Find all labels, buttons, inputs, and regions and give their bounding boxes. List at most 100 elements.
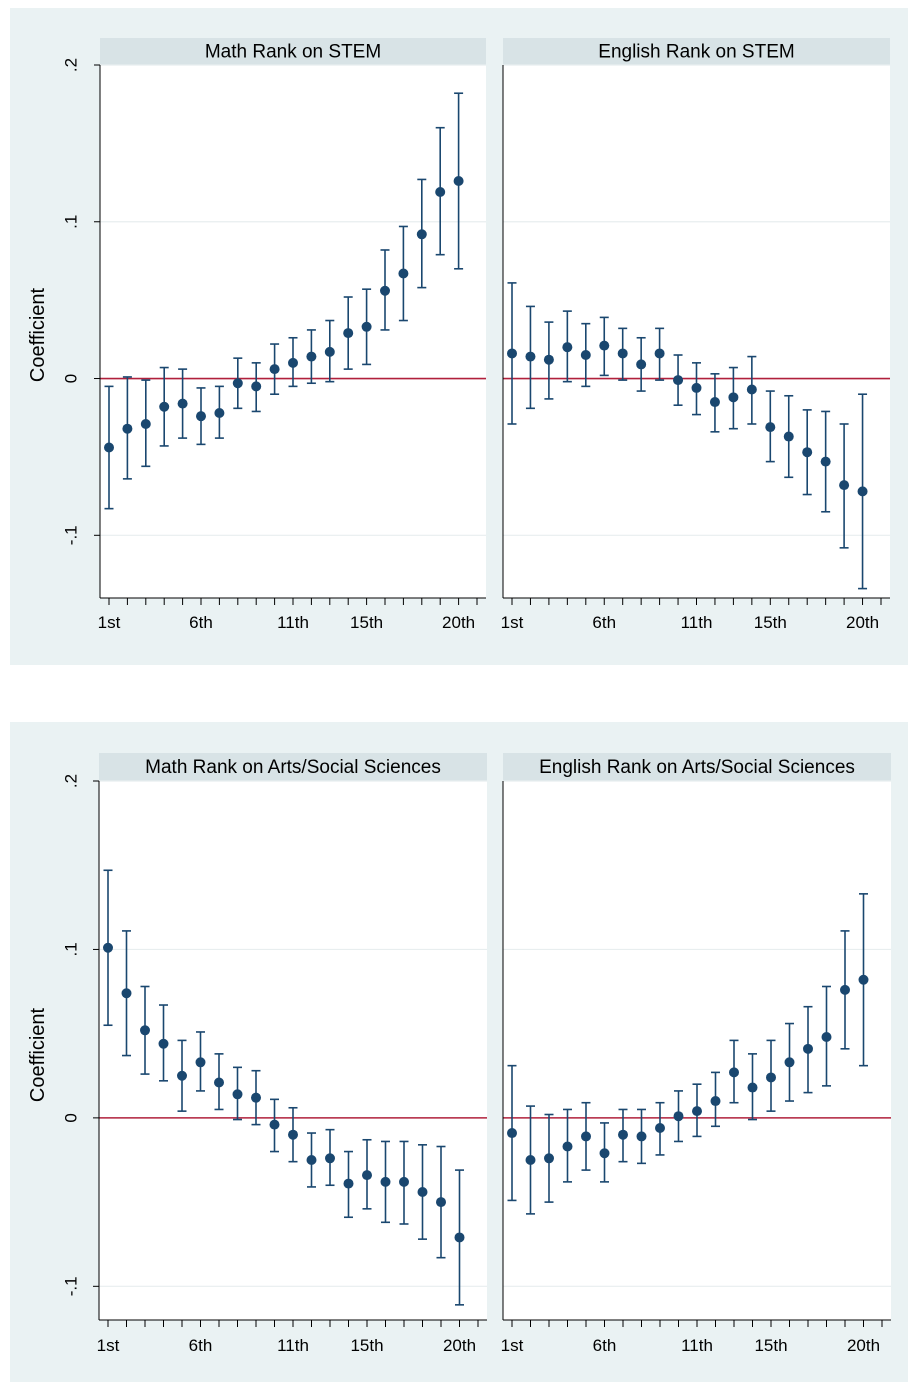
data-point: [380, 285, 390, 296]
data-point: [673, 375, 684, 386]
data-point: [214, 1077, 224, 1088]
data-point: [306, 351, 317, 362]
data-point: [325, 1153, 335, 1164]
facet-title: English Rank on STEM: [598, 42, 794, 63]
data-point: [729, 1067, 739, 1078]
x-tick-label: 1st: [501, 1336, 524, 1355]
y-axis-title: Coefficient: [27, 1007, 49, 1102]
data-point: [618, 1129, 628, 1140]
arts-chart-svg: Coefficient .2 .1 0 -.1 Math Rank on Arts/Soc…: [27, 753, 891, 1355]
data-point: [288, 1129, 298, 1140]
data-point: [288, 357, 298, 368]
data-point: [580, 350, 591, 361]
data-point: [654, 348, 665, 359]
x-tick-label: 11th: [681, 1336, 713, 1355]
data-point: [821, 1032, 832, 1043]
x-tick-label: 15th: [754, 1336, 787, 1355]
data-point: [435, 186, 446, 197]
data-point: [525, 1154, 536, 1165]
facet-title: Math Rank on STEM: [205, 42, 381, 63]
facet-title-strip: [100, 38, 486, 65]
data-point: [599, 1148, 610, 1159]
data-point: [673, 1111, 684, 1122]
data-point: [196, 411, 206, 422]
x-tick-label: 11th: [277, 613, 309, 632]
data-point: [361, 321, 372, 332]
x-tick-label: 15th: [754, 613, 787, 632]
y-tick-label: .2: [61, 774, 80, 788]
data-point: [746, 384, 757, 395]
data-point: [380, 1176, 391, 1187]
data-point: [617, 348, 628, 359]
y-tick-label: 0: [61, 374, 80, 383]
data-point: [709, 397, 720, 408]
data-point: [820, 456, 831, 467]
y-tick-label: -.1: [61, 525, 80, 545]
plot-area: [100, 65, 486, 598]
x-tick-label: 6th: [593, 1336, 617, 1355]
data-point: [251, 381, 262, 392]
facet-title-strip: [99, 753, 487, 781]
data-point: [454, 1232, 465, 1243]
data-point: [857, 486, 868, 497]
data-point: [507, 1128, 517, 1139]
data-point: [765, 422, 776, 433]
data-point: [140, 418, 151, 429]
facet-title: Math Rank on Arts/Social Sciences: [145, 757, 441, 778]
data-point: [840, 984, 850, 995]
data-point: [399, 1176, 409, 1187]
data-point: [177, 398, 188, 409]
data-point: [802, 447, 813, 458]
x-tick-label: 11th: [277, 1336, 309, 1355]
x-tick-label: 15th: [350, 613, 383, 632]
x-tick-label: 6th: [189, 1336, 213, 1355]
data-point: [544, 1153, 554, 1164]
data-point: [784, 1057, 795, 1068]
data-point: [269, 364, 280, 375]
data-point: [507, 348, 517, 359]
data-point: [562, 342, 573, 353]
data-point: [599, 340, 610, 351]
data-point: [214, 408, 225, 419]
x-tick-label: 20th: [846, 613, 879, 632]
x-tick-label: 1st: [97, 1336, 120, 1355]
x-tick-label: 15th: [350, 1336, 383, 1355]
data-point: [398, 268, 409, 279]
data-point: [362, 1170, 372, 1181]
y-axis-title: Coefficient: [27, 287, 49, 382]
plot-area: [503, 65, 890, 598]
data-point: [747, 1082, 758, 1093]
data-point: [140, 1025, 150, 1036]
data-point: [417, 1186, 428, 1197]
y-tick-label: 0: [61, 1113, 80, 1122]
data-point: [269, 1119, 280, 1130]
data-point: [525, 351, 536, 362]
data-point: [121, 988, 132, 999]
figure-bottom-arts: Coefficient .2 .1 0 -.1 Math Rank on Arts/Soc…: [10, 722, 908, 1382]
data-point: [710, 1096, 721, 1107]
x-tick-label: 1st: [98, 613, 121, 632]
x-tick-label: 6th: [592, 613, 616, 632]
data-point: [783, 431, 794, 442]
y-tick-label: .1: [61, 942, 80, 956]
data-point: [562, 1141, 573, 1152]
x-tick-label: 20th: [442, 613, 475, 632]
data-point: [436, 1197, 446, 1208]
data-point: [416, 229, 427, 240]
data-point: [766, 1072, 776, 1083]
x-tick-label: 1st: [501, 613, 524, 632]
data-point: [655, 1122, 665, 1133]
y-tick-label: -.1: [61, 1276, 80, 1296]
plot-area: [503, 781, 891, 1320]
data-point: [122, 423, 133, 434]
x-tick-label: 6th: [189, 613, 213, 632]
figure-top-stem: Coefficient .2 .1 0 -.1 Math Rank on STEM 1st 6…: [10, 8, 908, 665]
data-point: [692, 1106, 702, 1117]
data-point: [103, 942, 113, 953]
data-point: [636, 359, 647, 370]
data-point: [195, 1057, 206, 1068]
data-point: [251, 1092, 261, 1103]
data-point: [232, 378, 243, 389]
data-point: [453, 176, 464, 187]
facet-title: English Rank on Arts/Social Sciences: [539, 757, 855, 778]
